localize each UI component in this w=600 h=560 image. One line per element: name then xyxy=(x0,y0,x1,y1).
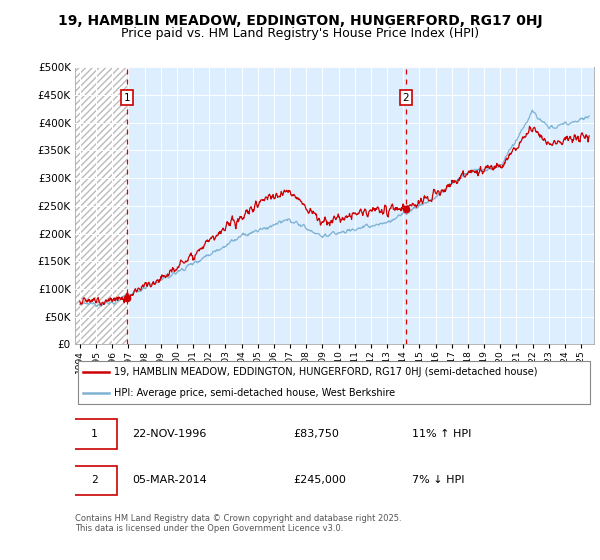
Text: 19, HAMBLIN MEADOW, EDDINGTON, HUNGERFORD, RG17 0HJ (semi-detached house): 19, HAMBLIN MEADOW, EDDINGTON, HUNGERFOR… xyxy=(114,367,538,377)
Text: 2: 2 xyxy=(91,475,98,485)
Text: Price paid vs. HM Land Registry's House Price Index (HPI): Price paid vs. HM Land Registry's House … xyxy=(121,27,479,40)
FancyBboxPatch shape xyxy=(73,465,116,495)
Text: Contains HM Land Registry data © Crown copyright and database right 2025.
This d: Contains HM Land Registry data © Crown c… xyxy=(75,514,401,534)
Text: 22-NOV-1996: 22-NOV-1996 xyxy=(132,429,206,439)
FancyBboxPatch shape xyxy=(77,361,590,404)
Text: 11% ↑ HPI: 11% ↑ HPI xyxy=(412,429,472,439)
Text: £83,750: £83,750 xyxy=(293,429,339,439)
Text: 1: 1 xyxy=(124,93,130,102)
Text: 7% ↓ HPI: 7% ↓ HPI xyxy=(412,475,465,485)
Text: 19, HAMBLIN MEADOW, EDDINGTON, HUNGERFORD, RG17 0HJ: 19, HAMBLIN MEADOW, EDDINGTON, HUNGERFOR… xyxy=(58,14,542,28)
FancyBboxPatch shape xyxy=(73,419,116,449)
Text: £245,000: £245,000 xyxy=(293,475,346,485)
Bar xyxy=(75,67,127,344)
Text: 1: 1 xyxy=(91,429,98,439)
Text: 2: 2 xyxy=(403,93,409,102)
Text: 05-MAR-2014: 05-MAR-2014 xyxy=(132,475,207,485)
Text: HPI: Average price, semi-detached house, West Berkshire: HPI: Average price, semi-detached house,… xyxy=(114,388,395,398)
